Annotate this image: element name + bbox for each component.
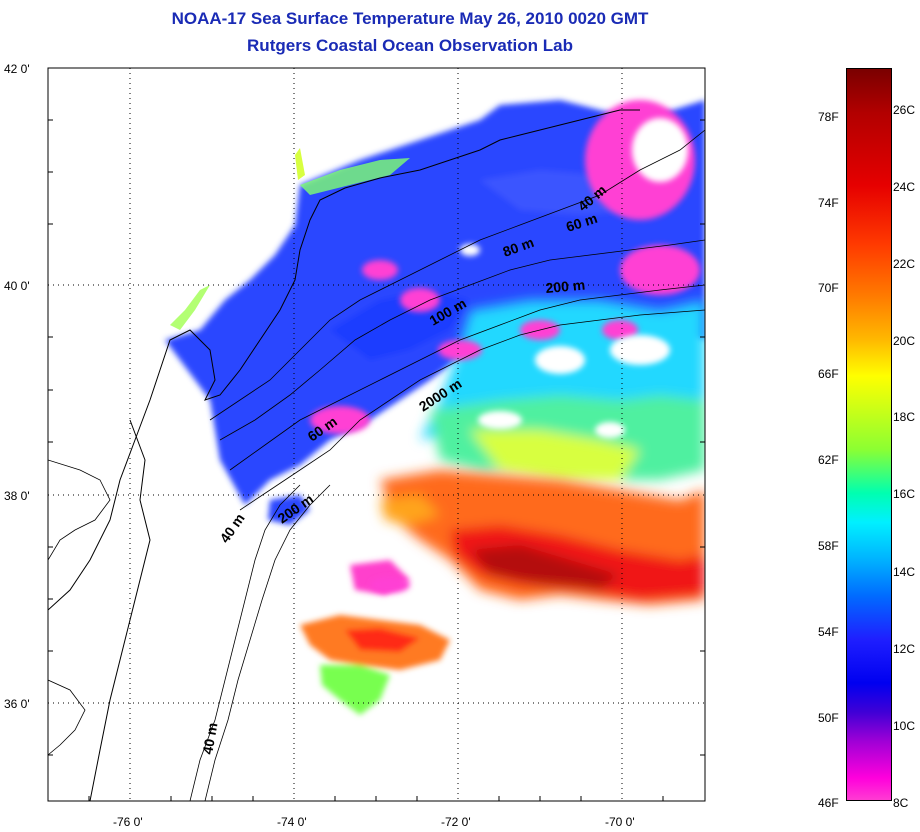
colorbar-f-label: 50F — [818, 711, 839, 725]
colorbar-c-label: 8C — [893, 796, 909, 810]
depth-label: 40 m — [199, 721, 220, 755]
lon-label-76: -76 0' — [113, 815, 143, 829]
lat-label-38: 38 0' — [4, 489, 30, 503]
colorbar-c-label: 22C — [893, 257, 916, 271]
colorbar-c-label: 24C — [893, 180, 916, 194]
colorbar-f-label: 78F — [818, 110, 839, 124]
graticule — [48, 68, 705, 801]
lon-label-70: -70 0' — [605, 815, 635, 829]
colorbar-c-label: 26C — [893, 103, 916, 117]
colorbar-c-label: 18C — [893, 410, 916, 424]
temperature-colorbar — [846, 68, 892, 801]
colorbar-f-label: 58F — [818, 539, 839, 553]
depth-label: 40 m — [216, 510, 247, 545]
longitude-labels: -76 0' -74 0' -72 0' -70 0' — [113, 815, 635, 829]
latitude-labels: 42 0' 40 0' 38 0' 36 0' — [4, 62, 30, 711]
colorbar-c-label: 14C — [893, 565, 916, 579]
colorbar-f-label: 74F — [818, 196, 839, 210]
map-title: NOAA-17 Sea Surface Temperature May 26, … — [171, 9, 649, 28]
sst-raster — [48, 100, 705, 801]
lon-label-74: -74 0' — [277, 815, 307, 829]
colorbar-f-label: 54F — [818, 625, 839, 639]
colorbar-f-label: 66F — [818, 367, 839, 381]
lat-label-36: 36 0' — [4, 697, 30, 711]
map-subtitle: Rutgers Coastal Ocean Observation Lab — [247, 36, 573, 55]
depth-label: 200 m — [545, 277, 586, 296]
colorbar-f-label: 70F — [818, 281, 839, 295]
colorbar-c-label: 10C — [893, 719, 916, 733]
colorbar-f-label: 46F — [818, 796, 839, 810]
colorbar-c-label: 20C — [893, 334, 916, 348]
lat-label-40: 40 0' — [4, 279, 30, 293]
colorbar-f-label: 62F — [818, 453, 839, 467]
colorbar-c-label: 12C — [893, 642, 916, 656]
lon-label-72: -72 0' — [441, 815, 471, 829]
lat-label-42: 42 0' — [4, 62, 30, 76]
colorbar-c-label: 16C — [893, 487, 916, 501]
